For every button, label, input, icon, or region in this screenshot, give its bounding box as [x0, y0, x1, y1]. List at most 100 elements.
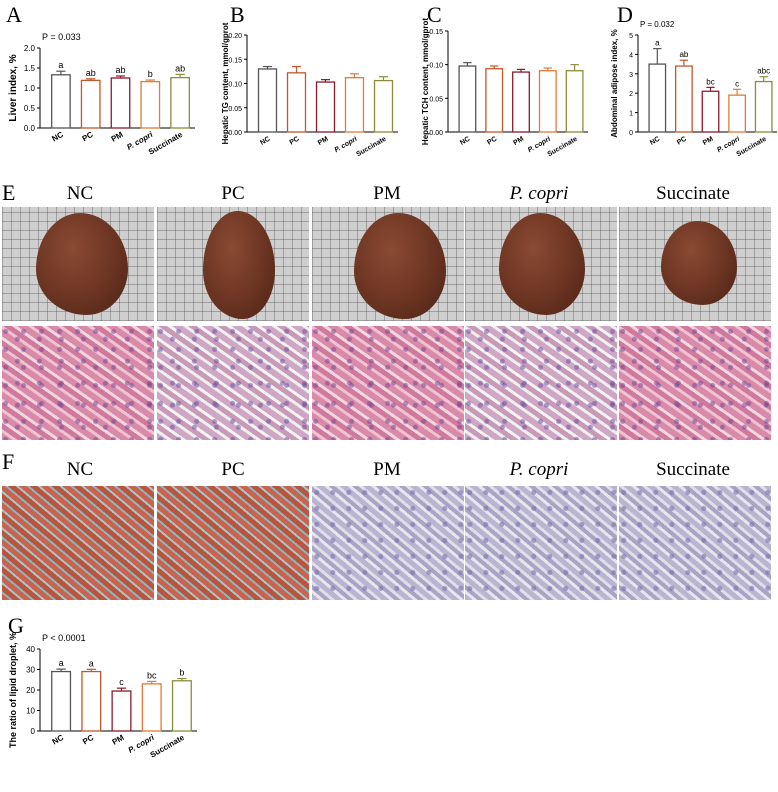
- significance-letter: bc: [147, 670, 157, 680]
- y-tick-label: 0.00: [429, 130, 443, 137]
- y-tick-label: 3: [629, 72, 633, 79]
- y-tick-label: 1: [629, 111, 633, 118]
- x-tick-label: Succinate: [546, 136, 578, 159]
- bar: [485, 68, 504, 133]
- bar: [648, 63, 667, 133]
- row-e-label-pc: PC: [221, 183, 245, 204]
- y-tick-label: 2.0: [24, 44, 36, 53]
- panel-letter-g: G: [8, 613, 24, 638]
- x-tick-label: PM: [512, 136, 525, 147]
- he-histology-nc: [2, 326, 154, 440]
- he-histology-pc: [157, 326, 309, 440]
- y-tick-label: 0: [629, 130, 633, 137]
- bar: [51, 74, 71, 129]
- x-tick-label: Succinate: [355, 136, 387, 159]
- x-tick-label: NC: [51, 733, 66, 747]
- oil-red-o-histology-pc: [157, 486, 309, 600]
- he-histology-pm: [312, 326, 464, 440]
- y-tick-label: 0.10: [228, 82, 242, 89]
- y-tick-label: 1.0: [24, 84, 36, 93]
- bar: [81, 670, 102, 732]
- y-tick-label: 0.0: [24, 124, 36, 133]
- panel-letter-c: C: [427, 2, 442, 27]
- p-value-annotation: P < 0.0001: [42, 633, 86, 643]
- row-f-label-pc: PC: [221, 459, 245, 480]
- liver-photo-nc: [2, 207, 154, 321]
- x-tick-label: PM: [317, 136, 330, 147]
- y-tick-label: 4: [629, 52, 633, 59]
- significance-letter: abc: [757, 67, 770, 76]
- bar: [344, 77, 365, 133]
- y-tick-label: 0.20: [228, 33, 242, 40]
- x-tick-label: NC: [649, 136, 661, 147]
- significance-letter: b: [179, 668, 184, 678]
- x-tick-label: Succinate: [147, 130, 185, 157]
- y-tick-label: 2: [629, 91, 633, 98]
- bar: [140, 80, 161, 129]
- chart-a: 0.0 0.5 1.0 1.5 2.0 Liver index, % P = 0.033 a N…: [8, 32, 195, 157]
- p-value-annotation: P = 0.032: [640, 20, 675, 29]
- liver-photo-pm: [312, 207, 464, 321]
- y-tick-label: 20: [26, 686, 35, 695]
- significance-letter: ab: [175, 63, 185, 73]
- oil-red-o-histology-succinate: [619, 486, 771, 600]
- oil-red-o-histology-nc: [2, 486, 154, 600]
- he-histology-succinate: [619, 326, 771, 440]
- x-tick-label: PM: [110, 130, 125, 144]
- bar: [565, 70, 584, 133]
- he-histology-pcopri: [465, 326, 617, 440]
- y-axis-label: Hepatic TCH content, mmol/gprot: [421, 18, 430, 145]
- y-axis-label: Abdominal adipose index, %: [610, 29, 619, 137]
- row-e-label-pcopri: P. copri: [509, 183, 569, 204]
- x-tick-label: PM: [702, 136, 715, 147]
- y-tick-label: 0.10: [429, 63, 443, 70]
- panel-letter-b: B: [230, 2, 245, 27]
- bar: [110, 77, 131, 129]
- x-tick-label: PC: [676, 136, 688, 147]
- row-e-label-succinate: Succinate: [656, 183, 730, 204]
- significance-letter: a: [655, 39, 660, 48]
- y-tick-label: 0.05: [228, 106, 242, 113]
- x-tick-label: Succinate: [736, 136, 768, 159]
- y-tick-label: 0.5: [24, 104, 36, 113]
- bar: [170, 76, 190, 129]
- bar: [51, 670, 72, 732]
- row-f-label-nc: NC: [66, 459, 94, 480]
- significance-letter: ab: [115, 65, 125, 75]
- y-tick-label: 10: [26, 707, 35, 716]
- significance-letter: c: [119, 677, 124, 687]
- y-tick-label: 0.05: [429, 96, 443, 103]
- significance-letter: ab: [86, 68, 96, 78]
- y-tick-label: 0.00: [228, 130, 242, 137]
- significance-letter: a: [59, 658, 64, 668]
- x-tick-label: NC: [50, 130, 65, 144]
- panel-letter-e: E: [2, 180, 16, 205]
- x-tick-label: PC: [81, 733, 95, 746]
- y-axis-label: The ratio of lipid droplet, %: [8, 632, 18, 748]
- row-f-label-pcopri: P. copri: [509, 459, 569, 480]
- chart-d: 0 1 2 3 4 5 Abdominal adipose index, % P = 0.03…: [610, 20, 777, 158]
- y-tick-label: 5: [629, 33, 633, 40]
- x-tick-label: PC: [81, 130, 95, 143]
- bar: [373, 79, 394, 133]
- p-value-annotation: P = 0.033: [42, 32, 81, 42]
- significance-letter: a: [58, 60, 63, 70]
- row-e-label-nc: NC: [66, 183, 94, 204]
- liver-photo-pc: [157, 207, 309, 321]
- y-axis-label: Hepatic TG content, mmol/gprot: [221, 22, 230, 144]
- y-tick-label: 30: [26, 666, 35, 675]
- y-tick-label: 40: [26, 645, 35, 654]
- significance-letter: bc: [706, 77, 714, 86]
- x-tick-label: NC: [459, 136, 471, 147]
- bar: [728, 94, 746, 133]
- significance-letter: c: [735, 79, 739, 88]
- oil-red-o-histology-pcopri: [465, 486, 617, 600]
- x-tick-label: PC: [289, 136, 301, 147]
- bar: [141, 683, 162, 732]
- oil-red-o-histology-pm: [312, 486, 464, 600]
- x-tick-label: NC: [259, 136, 271, 147]
- x-tick-label: PM: [111, 733, 126, 747]
